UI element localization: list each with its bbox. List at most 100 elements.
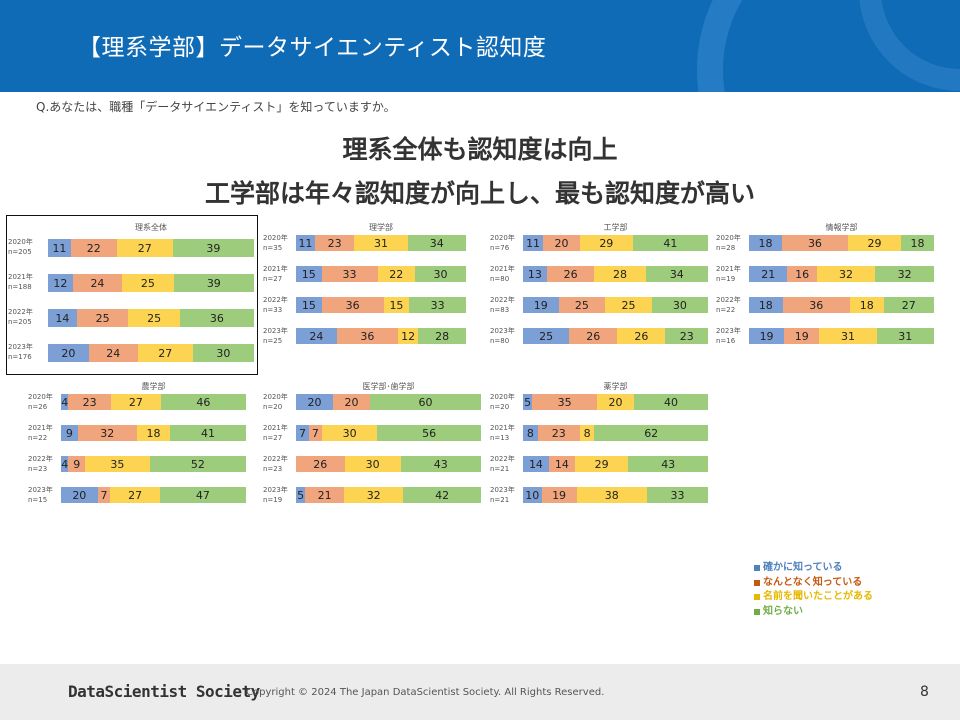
bar-segment: 52 <box>149 456 246 472</box>
chart-title: 医学部･歯学部 <box>362 382 415 391</box>
stacked-bar: 20 24 27 30 <box>48 344 254 362</box>
header-banner: 【理系学部】データサイエンティスト認知度 <box>0 0 960 92</box>
row-label: 2020年 n=76 <box>490 233 515 253</box>
year-label: 2020年 <box>263 393 288 401</box>
bar-segment: 26 <box>296 456 345 472</box>
year-label: 2020年 <box>490 393 515 401</box>
row-label: 2023年 n=16 <box>716 326 741 346</box>
bar-segment: 25 <box>605 297 652 313</box>
stacked-bar: 15 36 15 33 <box>296 297 466 313</box>
sample-size-label: n=176 <box>8 353 32 361</box>
bar-segment: 4 <box>61 456 69 472</box>
sample-size-label: n=21 <box>490 496 510 504</box>
bar-segment: 24 <box>72 274 123 292</box>
year-label: 2021年 <box>263 424 288 432</box>
stacked-bar: 5 21 32 42 <box>296 487 481 503</box>
year-label: 2020年 <box>28 393 53 401</box>
stacked-bar: 14 14 29 43 <box>523 456 708 472</box>
sample-size-label: n=83 <box>490 306 510 314</box>
bar-segment: 46 <box>160 394 246 410</box>
bar-segment: 32 <box>816 266 876 282</box>
sample-size-label: n=20 <box>490 403 510 411</box>
row-label: 2023年 n=25 <box>263 326 288 346</box>
stacked-bar: 26 30 43 <box>296 456 481 472</box>
sample-size-label: n=26 <box>28 403 48 411</box>
bar-segment: 31 <box>876 328 934 344</box>
legend-item: 知らない <box>754 605 873 620</box>
legend-label: なんとなく知っている <box>763 576 863 588</box>
stacked-bar: 11 23 31 34 <box>296 235 466 251</box>
stacked-bar: 8 23 8 62 <box>523 425 708 441</box>
legend-label: 知らない <box>763 605 803 617</box>
bar-segment: 8 <box>523 425 538 441</box>
bar-segment: 15 <box>383 297 410 313</box>
highlight-box <box>6 215 258 375</box>
legend-item: なんとなく知っている <box>754 576 873 591</box>
row-label: 2020年 n=35 <box>263 233 288 253</box>
bar-segment: 47 <box>159 487 246 503</box>
year-label: 2023年 <box>263 486 288 494</box>
sample-size-label: n=19 <box>716 275 736 283</box>
sample-size-label: n=33 <box>263 306 283 314</box>
bar-segment: 33 <box>321 266 378 282</box>
bar-segment: 36 <box>781 235 848 251</box>
stacked-bar: 18 36 29 18 <box>749 235 934 251</box>
headline-line-1: 理系全体も認知度は向上 <box>342 135 618 164</box>
stacked-bar: 21 16 32 32 <box>749 266 934 282</box>
year-label: 2022年 <box>8 308 33 316</box>
bar-segment: 20 <box>296 394 333 410</box>
year-label: 2021年 <box>490 265 515 273</box>
bar-segment: 27 <box>883 297 934 313</box>
bar-segment: 21 <box>305 487 345 503</box>
bar-segment: 18 <box>901 235 934 251</box>
bar-segment: 23 <box>68 394 111 410</box>
bar-segment: 36 <box>782 297 850 313</box>
bar-segment: 32 <box>77 425 137 441</box>
legend-swatch <box>754 565 760 572</box>
bar-segment: 11 <box>48 239 71 257</box>
bar-segment: 43 <box>400 456 481 472</box>
row-label: 2021年 n=80 <box>490 264 515 284</box>
sample-size-label: n=19 <box>263 496 283 504</box>
bar-segment: 11 <box>296 235 315 251</box>
bar-segment: 39 <box>173 274 254 292</box>
bar-segment: 34 <box>407 235 466 251</box>
page-number: 8 <box>920 684 929 700</box>
bar-segment: 7 <box>296 425 309 441</box>
chart-title: 農学部 <box>141 382 166 391</box>
bar-segment: 24 <box>296 328 337 344</box>
bar-segment: 35 <box>85 456 150 472</box>
bar-segment: 42 <box>403 487 481 503</box>
chart-title: 情報学部 <box>825 223 858 232</box>
bar-segment: 25 <box>122 274 174 292</box>
row-label: 2023年 n=19 <box>263 485 288 505</box>
sample-size-label: n=15 <box>28 496 48 504</box>
bar-segment: 5 <box>296 487 306 503</box>
row-label: 2021年 n=22 <box>28 423 53 443</box>
bar-segment: 25 <box>523 328 570 344</box>
bar-segment: 18 <box>849 297 884 313</box>
legend-label: 確かに知っている <box>763 562 843 573</box>
bar-segment: 20 <box>543 235 580 251</box>
year-label: 2023年 <box>28 486 53 494</box>
row-label: 2023年 n=80 <box>490 326 515 346</box>
bar-segment: 7 <box>97 487 111 503</box>
bar-segment: 19 <box>541 487 577 503</box>
year-label: 2021年 <box>716 265 741 273</box>
row-label: 2022年 n=21 <box>490 454 515 474</box>
sample-size-label: n=25 <box>263 337 283 345</box>
bar-segment: 26 <box>546 266 595 282</box>
bar-segment: 18 <box>749 235 782 251</box>
bar-segment: 27 <box>110 487 160 503</box>
footer: DataScientist Society Copyright © 2024 T… <box>0 664 960 720</box>
year-label: 2021年 <box>28 424 53 432</box>
legend-item: 確かに知っている <box>754 561 873 576</box>
stacked-bar: 4 23 27 46 <box>61 394 246 410</box>
row-label: 2020年 n=20 <box>263 392 288 412</box>
year-label: 2020年 <box>8 238 33 246</box>
stacked-bar: 12 24 25 39 <box>48 274 254 292</box>
bar-segment: 30 <box>321 425 378 441</box>
year-label: 2020年 <box>490 234 515 242</box>
stacked-bar: 15 33 22 30 <box>296 266 466 282</box>
year-label: 2023年 <box>490 327 515 335</box>
